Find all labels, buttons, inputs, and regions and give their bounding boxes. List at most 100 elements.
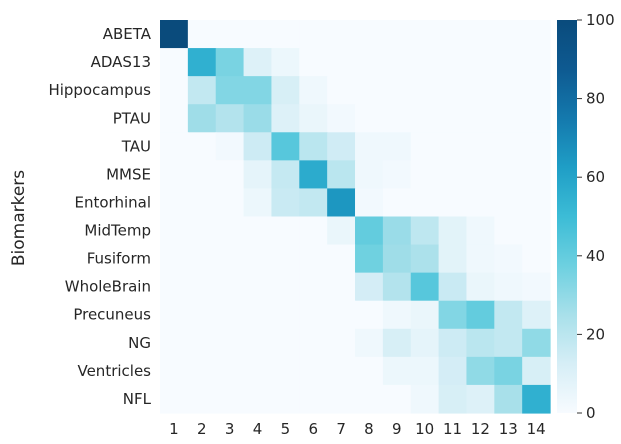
heatmap-cell <box>187 188 217 218</box>
heatmap-cell <box>382 384 412 414</box>
heatmap-cell <box>215 76 245 105</box>
heatmap-cell <box>466 300 495 330</box>
heatmap-cell <box>299 384 328 414</box>
heatmap-cell <box>160 132 189 161</box>
heatmap-cell <box>160 188 189 218</box>
heatmap-cell <box>187 328 217 358</box>
column-label: 6 <box>308 420 318 438</box>
heatmap-cell <box>438 48 468 77</box>
heatmap-cell <box>466 356 495 386</box>
row-label: TAU <box>121 137 151 155</box>
heatmap-cell <box>215 300 245 330</box>
colorbar-tick-label: 60 <box>586 168 605 186</box>
heatmap-cell <box>355 76 384 105</box>
heatmap-cell <box>382 132 412 161</box>
heatmap-cell <box>382 48 412 77</box>
y-axis-label: Biomarkers <box>9 170 29 266</box>
heatmap-cell <box>299 132 328 161</box>
column-label: 1 <box>169 420 179 438</box>
heatmap-cell <box>466 76 495 105</box>
heatmap-cell <box>299 48 328 77</box>
heatmap-cell <box>187 104 217 133</box>
heatmap-cell <box>355 328 384 358</box>
heatmap-cell <box>299 328 328 358</box>
row-label: MidTemp <box>84 222 151 240</box>
heatmap-cell <box>160 384 189 414</box>
heatmap-cell <box>327 160 356 190</box>
heatmap-cell <box>327 188 356 218</box>
heatmap-cell <box>382 104 412 133</box>
heatmap-cell <box>466 104 495 133</box>
column-label: 14 <box>527 420 546 438</box>
heatmap-cell <box>299 216 328 246</box>
heatmap-cell <box>215 244 245 274</box>
heatmap-cell <box>271 160 300 190</box>
heatmap-cell <box>243 160 273 190</box>
heatmap-cell <box>382 300 412 330</box>
heatmap-cell <box>187 300 217 330</box>
colorbar-tick-label: 40 <box>586 247 605 265</box>
heatmap-cell <box>355 356 384 386</box>
heatmap-cell <box>187 132 217 161</box>
column-label: 10 <box>415 420 434 438</box>
heatmap-cell <box>382 328 412 358</box>
heatmap-cell <box>271 272 300 302</box>
row-label: ABETA <box>103 25 152 43</box>
heatmap-cell <box>466 20 495 49</box>
heatmap-cell <box>243 300 273 330</box>
heatmap-cell <box>466 244 495 274</box>
heatmap-cell <box>410 244 440 274</box>
heatmap-cell <box>215 216 245 246</box>
heatmap-cell <box>271 132 300 161</box>
heatmap-cell <box>271 104 300 133</box>
heatmap-cell <box>466 328 495 358</box>
heatmap-cell <box>410 20 440 49</box>
heatmap-cell <box>243 244 273 274</box>
heatmap-cell <box>271 76 300 105</box>
heatmap-cell <box>327 300 356 330</box>
heatmap-cell <box>187 244 217 274</box>
heatmap-cell <box>327 104 356 133</box>
heatmap-cell <box>160 300 189 330</box>
heatmap-cell <box>187 76 217 105</box>
heatmap-cell <box>271 300 300 330</box>
heatmap-cell <box>243 328 273 358</box>
heatmap-cell <box>522 76 551 105</box>
heatmap-cell <box>494 48 523 77</box>
heatmap-cell <box>299 272 328 302</box>
heatmap-cell <box>187 48 217 77</box>
row-label: Fusiform <box>87 250 151 268</box>
heatmap-cell <box>438 356 468 386</box>
heatmap-cell <box>355 188 384 218</box>
heatmap-cell <box>299 300 328 330</box>
heatmap-cell <box>299 20 328 49</box>
heatmap-cell <box>438 20 468 49</box>
column-label: 5 <box>281 420 291 438</box>
heatmap-cell <box>327 384 356 414</box>
heatmap-cell <box>494 20 523 49</box>
column-label: 13 <box>499 420 518 438</box>
colorbar <box>557 20 577 413</box>
heatmap-cell <box>243 132 273 161</box>
heatmap-cell <box>187 356 217 386</box>
column-label: 3 <box>225 420 235 438</box>
heatmap-cell <box>382 76 412 105</box>
heatmap-cell <box>522 384 551 414</box>
column-label: 2 <box>197 420 207 438</box>
row-label: WholeBrain <box>65 278 151 296</box>
heatmap-cell <box>243 104 273 133</box>
heatmap-cell <box>299 356 328 386</box>
heatmap-cell <box>466 48 495 77</box>
heatmap-cell <box>410 356 440 386</box>
heatmap-cell <box>215 356 245 386</box>
heatmap-cell <box>215 328 245 358</box>
heatmap-cell <box>438 300 468 330</box>
row-label: ADAS13 <box>91 53 151 71</box>
heatmap-cell <box>494 244 523 274</box>
column-label: 11 <box>443 420 462 438</box>
heatmap-cell <box>160 244 189 274</box>
row-label: NFL <box>123 390 152 408</box>
heatmap-cell <box>355 272 384 302</box>
colorbar-tick-label: 20 <box>586 325 605 343</box>
